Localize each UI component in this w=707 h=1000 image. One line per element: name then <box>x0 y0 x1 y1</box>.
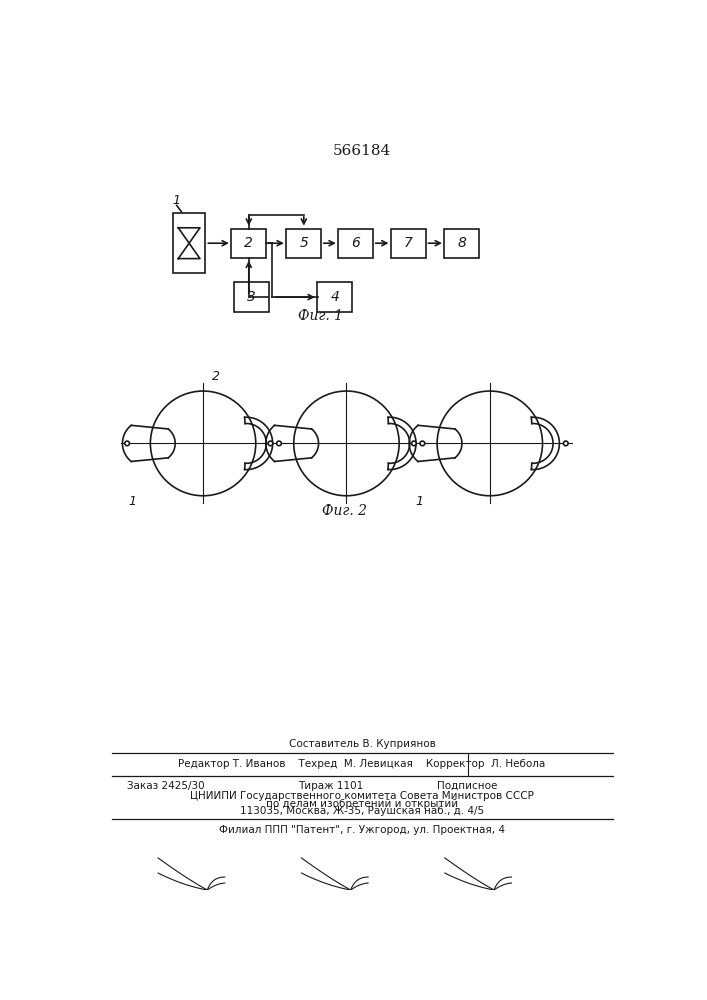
Text: 1: 1 <box>172 194 180 207</box>
Text: ЦНИИПИ Государственного комитета Совета Министров СССР: ЦНИИПИ Государственного комитета Совета … <box>190 791 534 801</box>
Text: 4: 4 <box>330 290 339 304</box>
Text: Составитель В. Куприянов: Составитель В. Куприянов <box>288 739 436 749</box>
Text: Филиал ППП "Патент", г. Ужгород, ул. Проектная, 4: Филиал ППП "Патент", г. Ужгород, ул. Про… <box>219 825 505 835</box>
Text: Тираж 1101: Тираж 1101 <box>298 781 363 791</box>
Text: 1: 1 <box>416 495 423 508</box>
Bar <box>231 229 267 258</box>
Bar <box>391 229 426 258</box>
Circle shape <box>563 441 568 446</box>
Bar <box>173 213 206 273</box>
Text: 2: 2 <box>245 236 253 250</box>
Text: 8: 8 <box>457 236 467 250</box>
Text: Фиг. 2: Фиг. 2 <box>322 504 367 518</box>
Circle shape <box>411 441 416 446</box>
Text: Подписное: Подписное <box>437 781 498 791</box>
Bar <box>234 282 269 312</box>
Text: 113035, Москва, Ж-35, Раушская наб., д. 4/5: 113035, Москва, Ж-35, Раушская наб., д. … <box>240 806 484 816</box>
Bar <box>317 282 352 312</box>
Text: 3: 3 <box>247 290 255 304</box>
Text: Фиг. 1: Фиг. 1 <box>298 309 344 323</box>
Circle shape <box>125 441 129 446</box>
Text: 566184: 566184 <box>333 144 391 158</box>
Text: 6: 6 <box>351 236 360 250</box>
Text: 1: 1 <box>129 495 136 508</box>
Text: 7: 7 <box>404 236 413 250</box>
Circle shape <box>268 441 273 446</box>
Circle shape <box>420 441 425 446</box>
Bar <box>286 229 321 258</box>
Text: Редактор Т. Иванов    Техред  М. Левицкая    Корректор  Л. Небола: Редактор Т. Иванов Техред М. Левицкая Ко… <box>178 759 546 769</box>
Text: 2: 2 <box>212 370 221 383</box>
Text: 5: 5 <box>299 236 308 250</box>
Bar <box>445 229 479 258</box>
Bar <box>339 229 373 258</box>
Circle shape <box>276 441 281 446</box>
Text: по делам изобретений и открытий: по делам изобретений и открытий <box>266 799 458 809</box>
Text: Заказ 2425/30: Заказ 2425/30 <box>127 781 205 791</box>
